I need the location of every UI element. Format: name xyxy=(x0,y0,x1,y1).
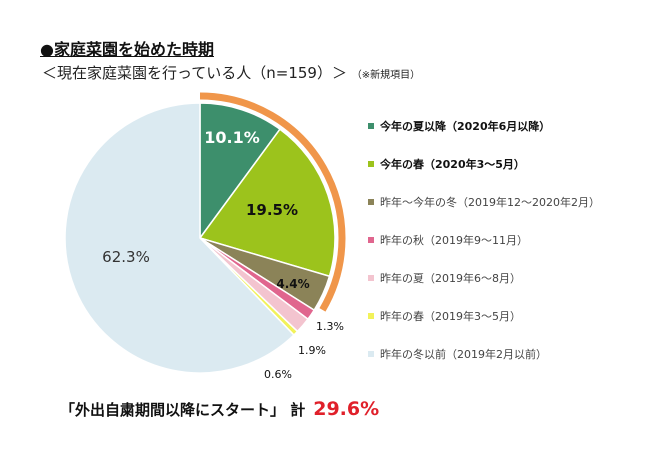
highlight-label: 「外出自粛期間以降にスタート」 計 xyxy=(60,401,306,419)
legend-label: 今年の夏以降（2020年6月以降） xyxy=(380,120,551,133)
pie-slice xyxy=(64,102,295,374)
data-label: 0.6% xyxy=(264,368,292,381)
legend-item: 昨年の秋（2019年9～11月） xyxy=(368,232,600,270)
legend-swatch xyxy=(368,313,374,319)
subtitle-text: ＜現在家庭菜園を行っている人（n=159）＞ xyxy=(42,64,347,82)
legend-label: 昨年の秋（2019年9～11月） xyxy=(380,234,528,247)
legend-swatch xyxy=(368,237,374,243)
legend-item: 昨年の夏（2019年6～8月） xyxy=(368,270,600,308)
data-label: 62.3% xyxy=(102,248,150,266)
legend-swatch xyxy=(368,275,374,281)
chart-title: ●家庭菜園を始めた時期 xyxy=(40,40,214,59)
legend-swatch xyxy=(368,351,374,357)
legend-label: 昨年の冬以前（2019年2月以前） xyxy=(380,348,547,361)
highlight-value: 29.6% xyxy=(313,398,380,420)
legend-swatch xyxy=(368,199,374,205)
data-label: 1.9% xyxy=(298,344,326,357)
legend-label: 昨年の夏（2019年6～8月） xyxy=(380,272,521,285)
data-label: 10.1% xyxy=(204,128,260,147)
note: （※新規項目） xyxy=(351,70,421,81)
legend-item: 今年の夏以降（2020年6月以降） xyxy=(368,118,600,156)
legend-item: 昨年～今年の冬（2019年12～2020年2月） xyxy=(368,194,600,232)
legend-swatch xyxy=(368,123,374,129)
legend-item: 昨年の冬以前（2019年2月以前） xyxy=(368,346,600,384)
highlight-arc xyxy=(199,92,346,312)
legend-label: 昨年の春（2019年3～5月） xyxy=(380,310,521,323)
data-label: 19.5% xyxy=(246,201,298,219)
legend-item: 昨年の春（2019年3～5月） xyxy=(368,308,600,346)
legend-label: 今年の春（2020年3～5月） xyxy=(380,158,525,171)
legend-swatch xyxy=(368,161,374,167)
pie-slice xyxy=(199,102,282,241)
legend-label: 昨年～今年の冬（2019年12～2020年2月） xyxy=(380,196,600,209)
data-label: 1.3% xyxy=(316,320,344,333)
highlight-total: 「外出自粛期間以降にスタート」 計 29.6% xyxy=(60,398,379,420)
legend: 今年の夏以降（2020年6月以降） 今年の春（2020年3～5月） 昨年～今年の冬（… xyxy=(368,118,600,384)
legend-item: 今年の春（2020年3～5月） xyxy=(368,156,600,194)
pie-slice xyxy=(198,128,336,278)
chart-subtitle: ＜現在家庭菜園を行っている人（n=159）＞ （※新規項目） xyxy=(42,62,420,83)
data-label: 4.4% xyxy=(276,277,309,291)
